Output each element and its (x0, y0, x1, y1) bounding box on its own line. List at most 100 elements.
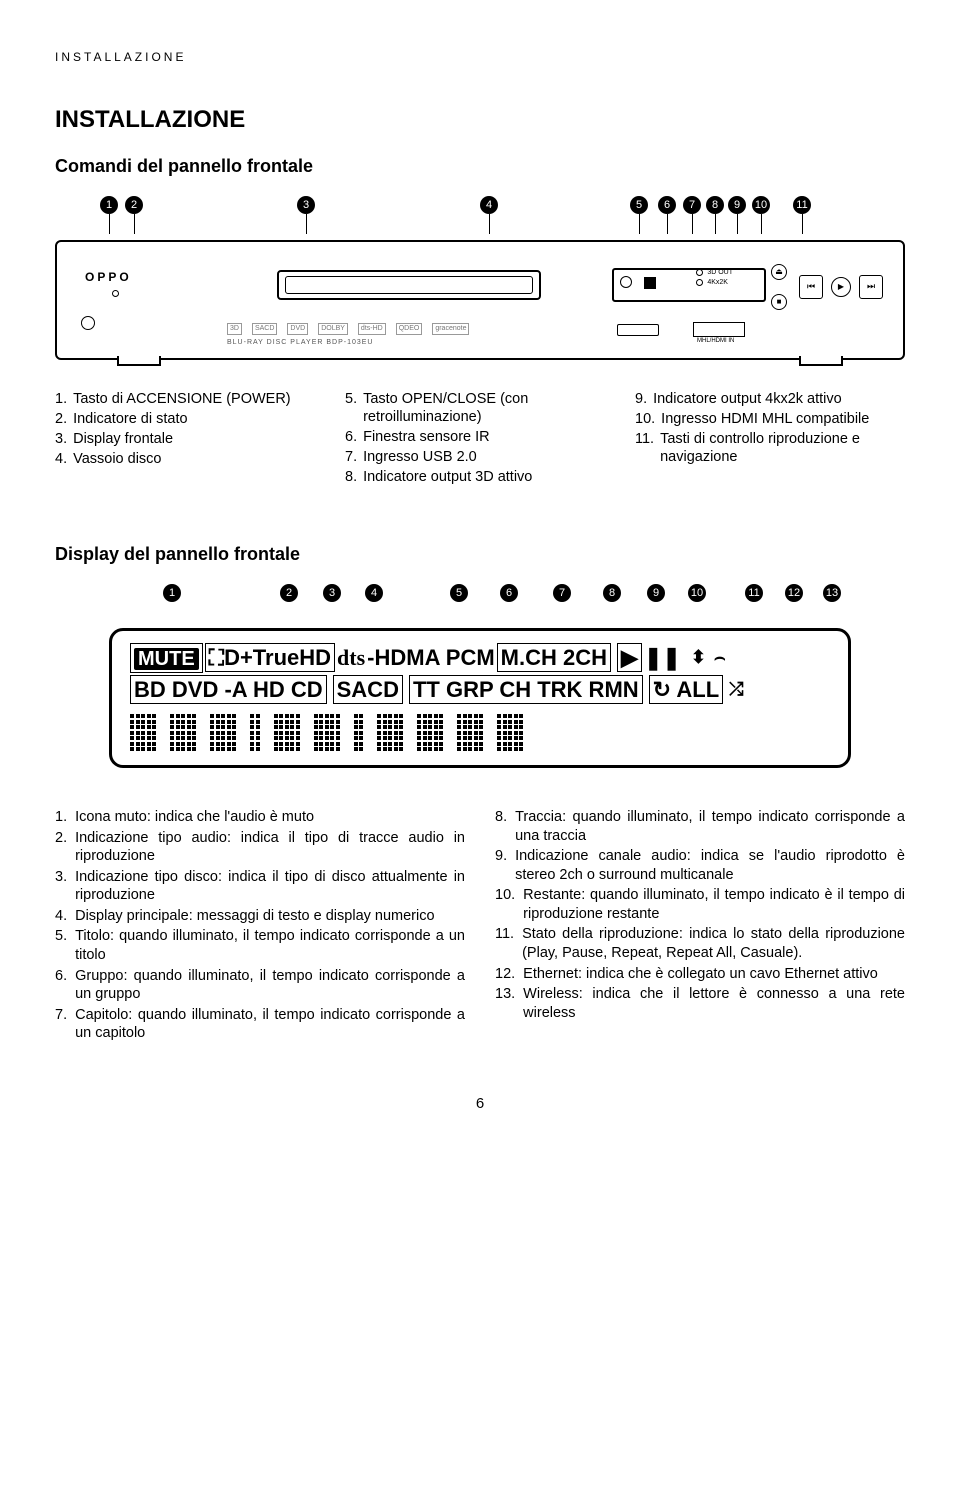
callout-stem (737, 214, 738, 234)
callout-stem (639, 214, 640, 234)
callout-stem (55, 632, 905, 656)
power-button-icon (81, 316, 95, 330)
subheading-front-panel: Comandi del pannello frontale (55, 155, 905, 178)
legend-item: 3. Display frontale (55, 430, 325, 448)
display-callout-1: 1 (163, 584, 181, 602)
callout-11: 11 (793, 196, 811, 214)
callout-1: 1 (100, 196, 118, 214)
stop-icon: ■ (771, 294, 787, 310)
legend-item: 5.Tasto OPEN/CLOSE (con retroilluminazio… (345, 390, 615, 426)
next-icon: ⏭ (859, 275, 883, 299)
legend-text: Vassoio disco (73, 450, 325, 468)
nav-controls: ⏏ ■ ⏮ ▶ ⏭ (771, 264, 883, 310)
legend-text: Tasti di controllo riproduzione e naviga… (660, 430, 905, 466)
legend-number: 6. (345, 428, 357, 446)
callout-stem (761, 214, 762, 234)
left-foot (117, 356, 161, 366)
display-callout-11: 11 (745, 584, 763, 602)
legend-number: 3. (55, 430, 67, 448)
callout-stem (55, 848, 905, 872)
callout-stem (134, 214, 135, 234)
display-callout-9: 9 (647, 584, 665, 602)
ir-window-icon (644, 277, 656, 289)
callout-stem (55, 752, 905, 776)
legend-text: Indicatore output 4kx2k attivo (653, 390, 905, 408)
legend-text: Indicatore output 3D attivo (363, 468, 615, 486)
disc-tray (277, 270, 541, 300)
legend-item: 6.Finestra sensore IR (345, 428, 615, 446)
legend-number: 7. (345, 448, 357, 466)
legend-number: 5. (345, 390, 357, 426)
format-badge: DOLBY (318, 323, 348, 335)
legend-text: Display principale: messaggi di testo e … (75, 907, 465, 926)
callout-stem (692, 214, 693, 234)
legend-number: 6. (55, 967, 67, 1004)
legend-number: 11. (635, 430, 654, 466)
callout-stem (55, 776, 905, 800)
callout-stem (55, 680, 905, 704)
display-legend-item: 12.Ethernet: indica che è collegato un c… (495, 965, 905, 984)
callout-9: 9 (728, 196, 746, 214)
legend-number: 4. (55, 907, 67, 926)
hdmi-label: MHL/HDMI IN (697, 338, 734, 346)
legend-text: Tasto di ACCENSIONE (POWER) (73, 390, 325, 408)
legend-column: 1. Tasto di ACCENSIONE (POWER) 2. Indicator… (55, 390, 325, 489)
format-badge: SACD (252, 323, 277, 335)
front-panel-diagram: 1234567891011 OPPO BLU-RAY DISC PLAYER B… (55, 196, 905, 360)
legend-number: 4. (55, 450, 67, 468)
legend-text: Wireless: indica che il lettore è connes… (523, 985, 905, 1022)
legend-number: 10. (635, 410, 655, 428)
legend-number: 1. (55, 390, 67, 408)
eject-icon: ⏏ (771, 264, 787, 280)
callout-stem (55, 824, 905, 848)
display-legend-item: 6.Gruppo: quando illuminato, il tempo in… (55, 967, 465, 1004)
display-callout-10: 10 (688, 584, 706, 602)
callout-stem (715, 214, 716, 234)
legend-item: 10. Ingresso HDMI MHL compatibile (635, 410, 905, 428)
format-badge: gracenote (432, 323, 469, 335)
display-callout-3: 3 (323, 584, 341, 602)
right-foot (799, 356, 843, 366)
legend-column: 5.Tasto OPEN/CLOSE (con retroilluminazio… (345, 390, 615, 489)
format-badge: dts-HD (358, 323, 386, 335)
legend-item: 8. Indicatore output 3D attivo (345, 468, 615, 486)
status-led (112, 290, 119, 297)
display-callouts-row: 12345678910111213 (55, 584, 905, 628)
callout-stem (55, 656, 905, 680)
output-leds: 3D OUT 4Kx2K (696, 268, 733, 288)
legend-list: 1. Tasto di ACCENSIONE (POWER) 2. Indicator… (55, 390, 325, 469)
legend-number: 12. (495, 965, 515, 984)
hdmi-port-icon (693, 322, 745, 337)
legend-number: 2. (55, 410, 67, 428)
front-callouts-row: 1234567891011 (55, 196, 905, 236)
display-legend-item: 7.Capitolo: quando illuminato, il tempo … (55, 1006, 465, 1043)
legend-item: 1. Tasto di ACCENSIONE (POWER) (55, 390, 325, 408)
format-badge: 3D (227, 323, 242, 335)
legend-text: Tasto OPEN/CLOSE (con retroilluminazione… (363, 390, 615, 426)
display-callout-5: 5 (450, 584, 468, 602)
legend-text: Ingresso HDMI MHL compatibile (661, 410, 905, 428)
format-badge: DVD (287, 323, 308, 335)
legend-text: Titolo: quando illuminato, il tempo indi… (75, 927, 465, 964)
prev-icon: ⏮ (799, 275, 823, 299)
front-panel-legend: 1. Tasto di ACCENSIONE (POWER) 2. Indicator… (55, 390, 905, 489)
display-callout-8: 8 (603, 584, 621, 602)
legend-text: Display frontale (73, 430, 325, 448)
callout-4: 4 (480, 196, 498, 214)
legend-number: 5. (55, 927, 67, 964)
callout-stem (802, 214, 803, 234)
legend-number: 8. (345, 468, 357, 486)
callout-6: 6 (658, 196, 676, 214)
callout-stem (489, 214, 490, 234)
display-window (612, 268, 766, 302)
legend-item: 4. Vassoio disco (55, 450, 325, 468)
display-callout-13: 13 (823, 584, 841, 602)
model-label: BLU-RAY DISC PLAYER BDP-103EU (227, 339, 374, 348)
legend-number: 7. (55, 1006, 67, 1043)
legend-column: 9. Indicatore output 4kx2k attivo 10. Ingre… (635, 390, 905, 489)
legend-text: Indicatore di stato (73, 410, 325, 428)
callout-stem (109, 214, 110, 234)
legend-number: 9. (635, 390, 647, 408)
callout-stem (55, 584, 905, 608)
display-legend-item: 13.Wireless: indica che il lettore è con… (495, 985, 905, 1022)
